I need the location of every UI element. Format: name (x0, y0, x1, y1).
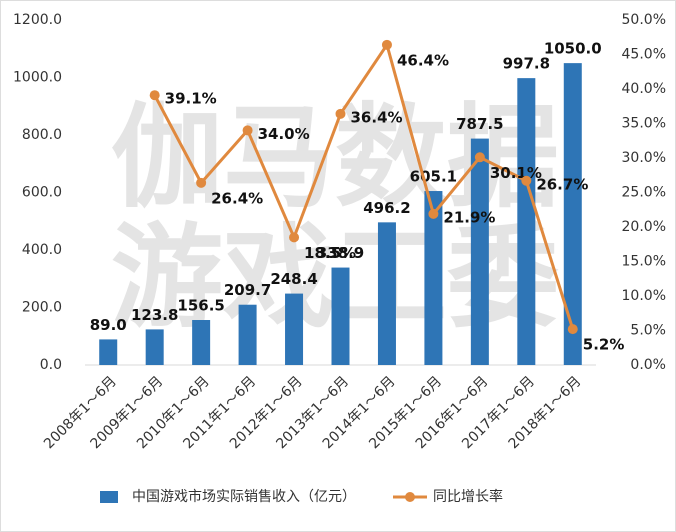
y2-tick-label: 30.0% (622, 150, 666, 166)
y-tick-label: 200.0 (22, 300, 62, 316)
y2-tick-label: 35.0% (622, 116, 666, 132)
line-point (428, 208, 439, 219)
y2-tick-label: 20.0% (622, 219, 666, 235)
legend-label: 中国游戏市场实际销售收入（亿元） (132, 488, 356, 505)
legend-swatch (405, 492, 415, 502)
data-label: 787.5 (456, 115, 503, 133)
legend-label: 同比增长率 (433, 488, 503, 505)
line-point (289, 232, 300, 243)
data-label: 18.5% (304, 244, 356, 262)
bar (517, 78, 536, 365)
y-tick-label: 800.0 (22, 127, 62, 143)
data-label: 89.0 (90, 316, 127, 334)
y2-tick-label: 40.0% (622, 81, 666, 97)
bar (145, 329, 164, 365)
bar (377, 222, 396, 365)
line-point (474, 152, 485, 163)
bar (238, 304, 257, 365)
y2-tick-label: 50.0% (622, 12, 666, 28)
bar (331, 267, 350, 365)
data-label: 36.4% (351, 108, 403, 126)
y2-tick-label: 10.0% (622, 288, 666, 304)
y2-tick-label: 45.0% (622, 47, 666, 63)
y2-tick-label: 15.0% (622, 254, 666, 270)
bar (470, 138, 489, 365)
y2-tick-label: 5.0% (630, 323, 666, 339)
data-label: 248.4 (270, 270, 317, 288)
data-label: 21.9% (443, 208, 495, 226)
data-label: 26.7% (536, 175, 588, 193)
data-label: 209.7 (224, 281, 271, 299)
line-point (381, 39, 392, 50)
data-label: 605.1 (410, 168, 457, 186)
data-label: 1050.0 (544, 40, 602, 58)
data-label: 30.1% (490, 164, 542, 182)
data-label: 997.8 (503, 55, 550, 73)
watermark: 伽马数据 (111, 93, 559, 223)
data-label: 123.8 (131, 306, 178, 324)
y-tick-label: 1000.0 (13, 70, 62, 86)
line (153, 41, 575, 330)
data-label: 46.4% (397, 51, 449, 69)
bar (99, 339, 118, 365)
line-point (196, 177, 207, 188)
y-tick-label: 600.0 (22, 185, 62, 201)
data-label: 26.4% (211, 189, 263, 207)
bar (563, 63, 582, 365)
legend-swatch (100, 491, 118, 503)
line-point (521, 175, 532, 186)
y-tick-label: 400.0 (22, 242, 62, 258)
line-point (567, 324, 578, 335)
line-point (335, 108, 346, 119)
y-tick-label: 0.0 (40, 357, 62, 373)
bar (192, 320, 211, 365)
data-label: 39.1% (165, 90, 217, 108)
bar (285, 293, 304, 365)
y-tick-label: 1200.0 (13, 12, 62, 28)
data-label: 34.0% (258, 125, 310, 143)
data-label: 496.2 (363, 199, 410, 217)
bar (424, 191, 443, 365)
data-label: 338.9 (317, 244, 364, 262)
y2-tick-label: 25.0% (622, 185, 666, 201)
y2-tick-label: 0.0% (630, 357, 666, 373)
line-point (149, 90, 160, 101)
data-label: 156.5 (177, 297, 224, 315)
data-label: 5.2% (583, 336, 625, 354)
line-point (242, 125, 253, 136)
